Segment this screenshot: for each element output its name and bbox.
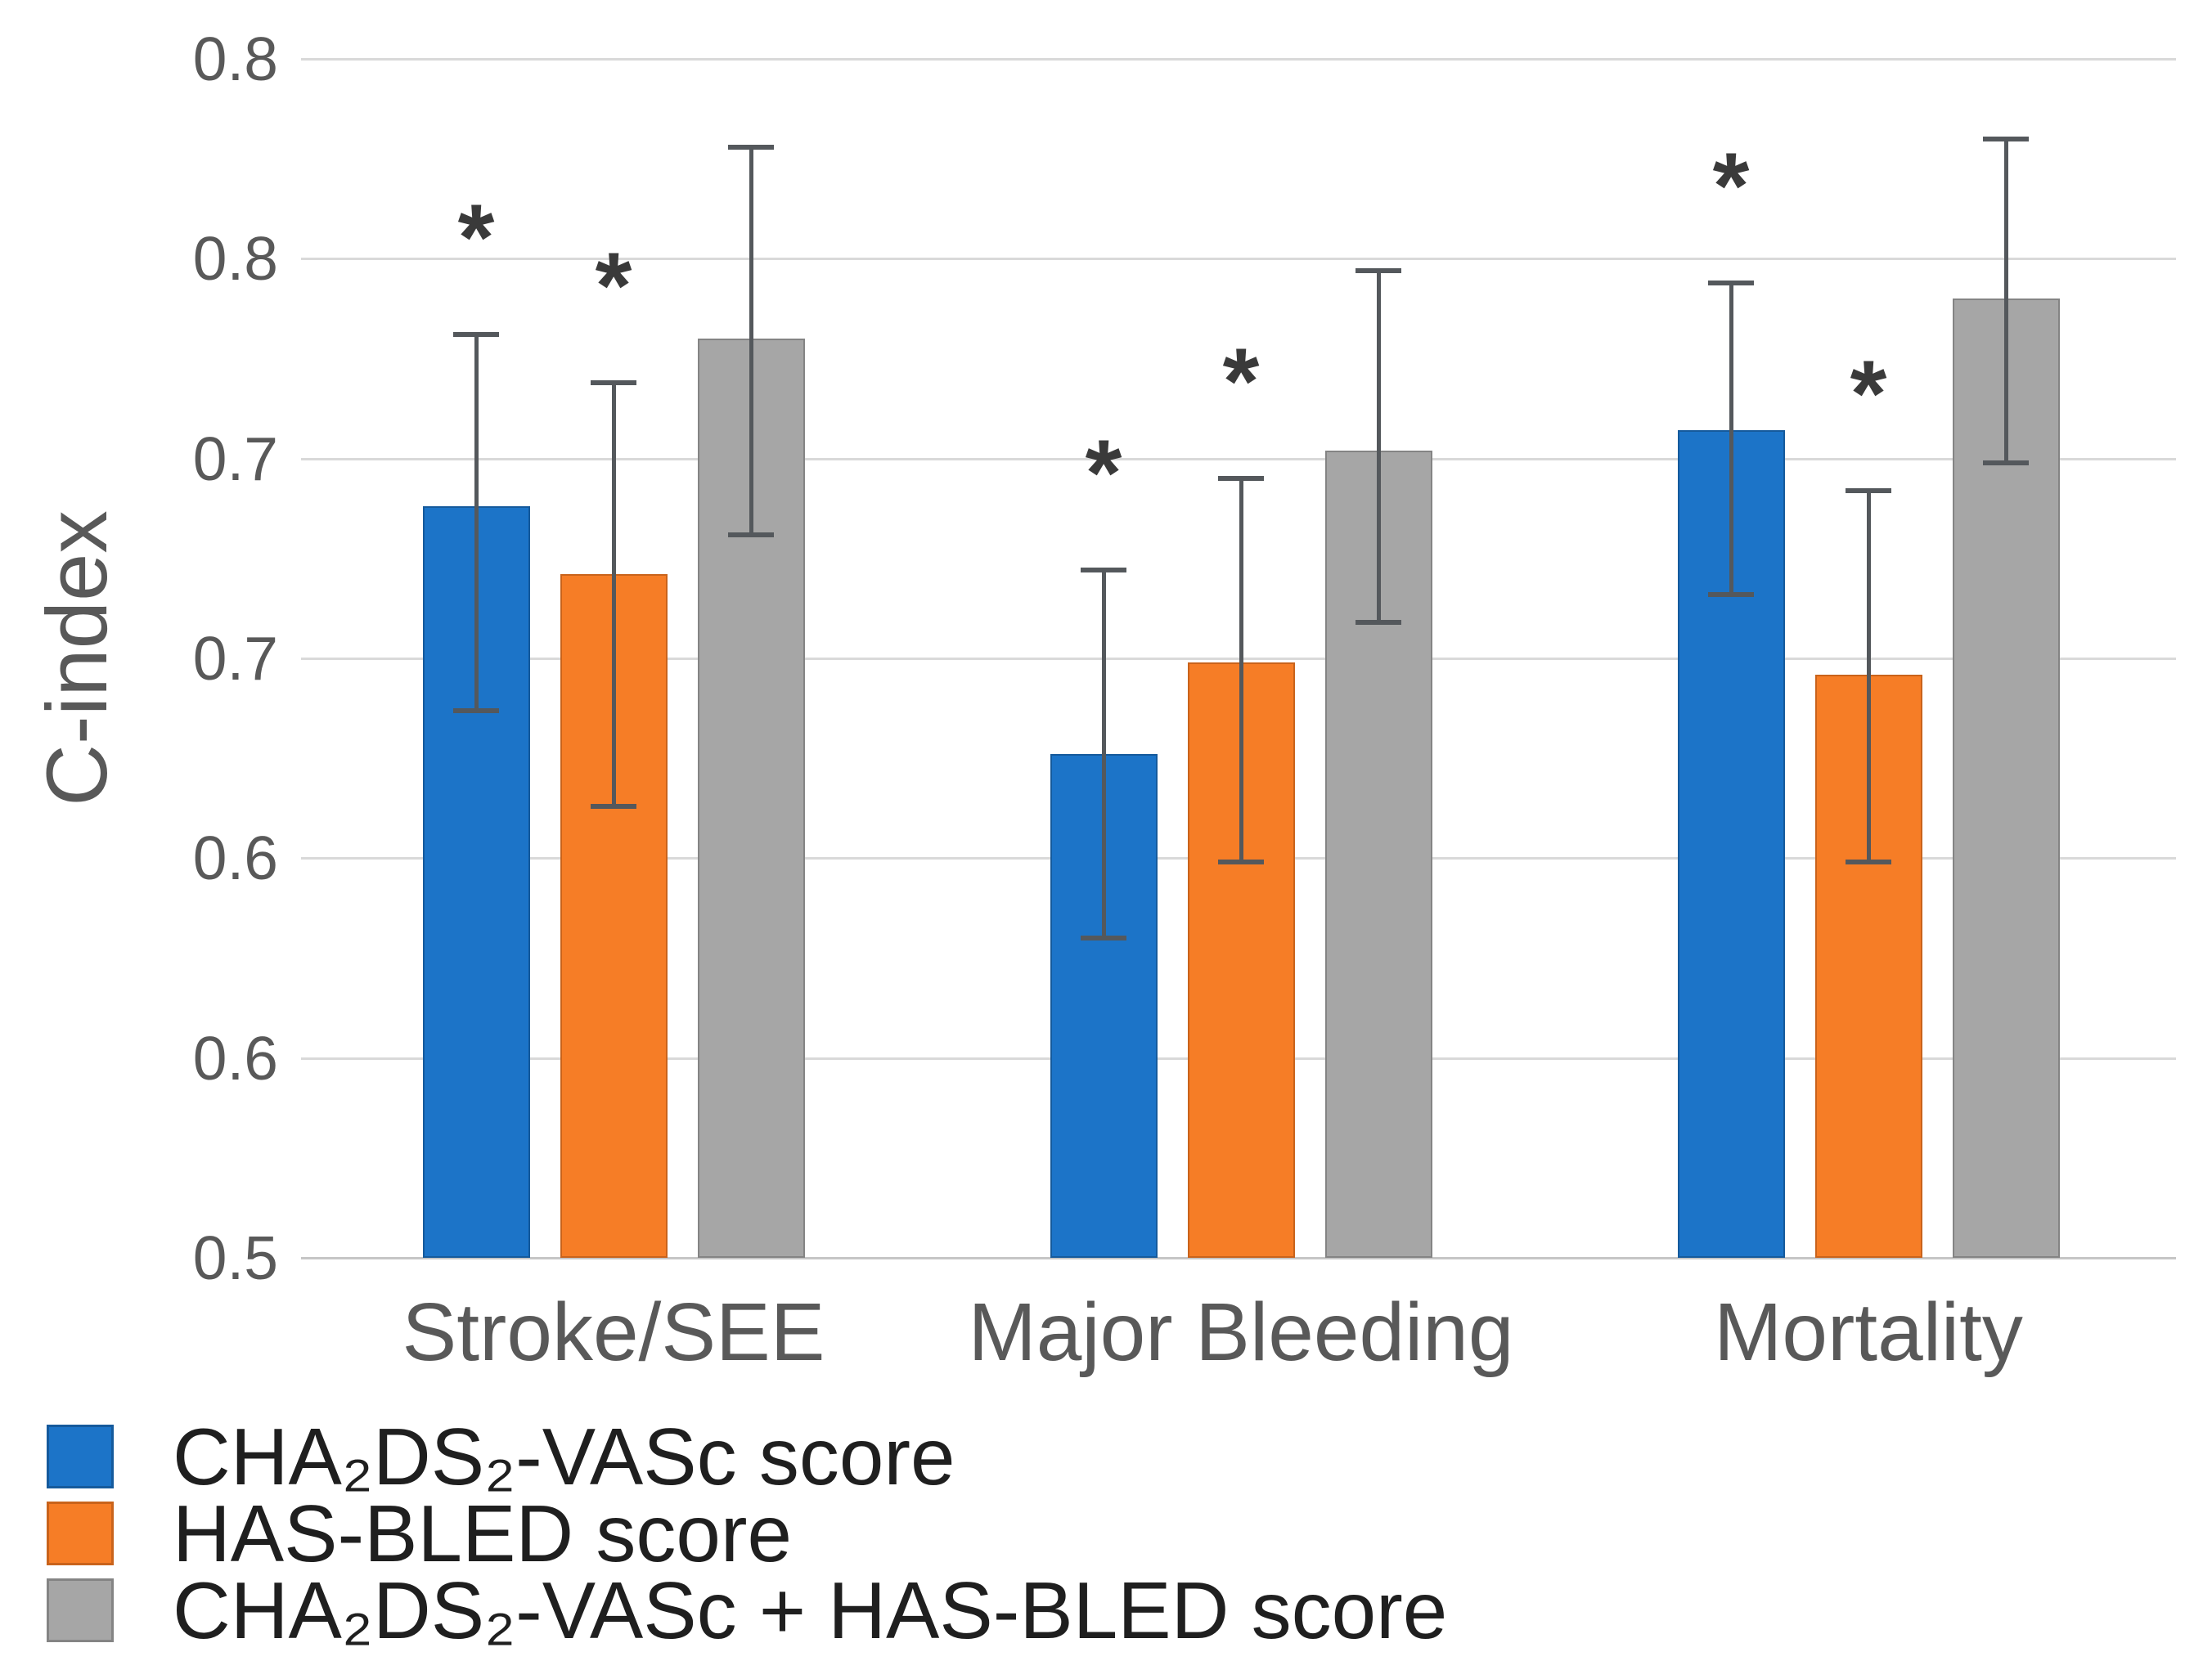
error-cap-upper-major-bleeding-series1 [1081, 568, 1126, 573]
y-tick-label-0.55: 0.6 [192, 1023, 278, 1093]
bar-major-bleeding-series1 [1050, 754, 1158, 1258]
error-cap-lower-mortality-series2 [1846, 860, 1891, 865]
y-tick-label-0.80: 0.8 [192, 25, 278, 93]
category-label-major-bleeding: Major Bleeding [968, 1286, 1514, 1378]
significance-asterisk-major-bleeding-series1: * [1085, 421, 1122, 527]
significance-asterisk-mortality-series2: * [1850, 341, 1887, 447]
error-cap-upper-major-bleeding-series2 [1218, 476, 1264, 482]
error-bar-stroke-see-series3 [749, 146, 753, 535]
significance-asterisk-stroke-see-series1: * [457, 186, 495, 291]
error-cap-lower-mortality-series1 [1708, 591, 1754, 597]
legend-swatch-orange [47, 1502, 114, 1565]
error-bar-stroke-see-series2 [611, 382, 616, 806]
significance-asterisk-mortality-series1: * [1712, 133, 1750, 239]
error-bar-mortality-series2 [1866, 490, 1871, 863]
y-tick-label-0.75: 0.8 [192, 224, 278, 294]
error-bar-major-bleeding-series2 [1239, 478, 1243, 863]
category-label-mortality: Mortality [1714, 1286, 2023, 1378]
error-bar-mortality-series3 [2003, 138, 2008, 463]
significance-asterisk-stroke-see-series2: * [595, 233, 632, 339]
legend-label: CHA₂DS₂-VASc + HAS-BLED score [173, 1565, 1448, 1655]
y-tick-label-0.70: 0.7 [192, 424, 278, 493]
legend: CHA₂DS₂-VASc score HAS-BLED score CHA₂DS… [47, 1412, 1447, 1655]
gridline-0.80 [301, 58, 2176, 61]
legend-label: HAS-BLED score [173, 1488, 793, 1578]
error-cap-lower-stroke-see-series2 [591, 803, 636, 809]
error-bar-mortality-series1 [1729, 282, 1733, 595]
error-cap-upper-mortality-series1 [1708, 280, 1754, 285]
legend-label: CHA₂DS₂-VASc score [173, 1411, 955, 1502]
plot-area: * * * * * * [301, 58, 2176, 1259]
error-cap-upper-stroke-see-series1 [453, 332, 499, 338]
category-label-stroke-see: Stroke/SEE [402, 1286, 825, 1378]
error-cap-lower-stroke-see-series1 [453, 707, 499, 713]
error-cap-upper-stroke-see-series3 [728, 144, 774, 150]
legend-swatch-blue [47, 1425, 114, 1488]
error-cap-lower-stroke-see-series3 [728, 532, 774, 537]
error-bar-major-bleeding-series1 [1101, 570, 1106, 939]
error-cap-upper-mortality-series2 [1846, 487, 1891, 493]
significance-asterisk-major-bleeding-series2: * [1222, 330, 1260, 435]
error-cap-lower-major-bleeding-series3 [1356, 620, 1401, 626]
error-cap-upper-major-bleeding-series3 [1356, 267, 1401, 273]
error-cap-lower-major-bleeding-series2 [1218, 860, 1264, 865]
gridline-0.70 [301, 457, 2176, 460]
error-bar-major-bleeding-series3 [1376, 270, 1381, 622]
error-bar-stroke-see-series1 [474, 334, 479, 711]
error-cap-upper-mortality-series3 [1983, 136, 2029, 141]
legend-item-combined: CHA₂DS₂-VASc + HAS-BLED score [47, 1565, 1447, 1655]
gridline-0.65 [301, 658, 2176, 660]
legend-item-cha2ds2vasc: CHA₂DS₂-VASc score [47, 1412, 1447, 1502]
error-cap-lower-mortality-series3 [1983, 460, 2029, 465]
legend-item-hasbled: HAS-BLED score [47, 1488, 1447, 1578]
y-tick-label-0.65: 0.7 [192, 624, 278, 693]
gridline-0.75 [301, 258, 2176, 261]
error-cap-upper-stroke-see-series2 [591, 379, 636, 385]
y-tick-label-0.60: 0.6 [192, 824, 278, 893]
y-tick-label-0.50: 0.5 [192, 1223, 278, 1292]
error-cap-lower-major-bleeding-series1 [1081, 936, 1126, 941]
legend-swatch-gray [47, 1578, 114, 1642]
gridline-0.50 [301, 1257, 2176, 1259]
